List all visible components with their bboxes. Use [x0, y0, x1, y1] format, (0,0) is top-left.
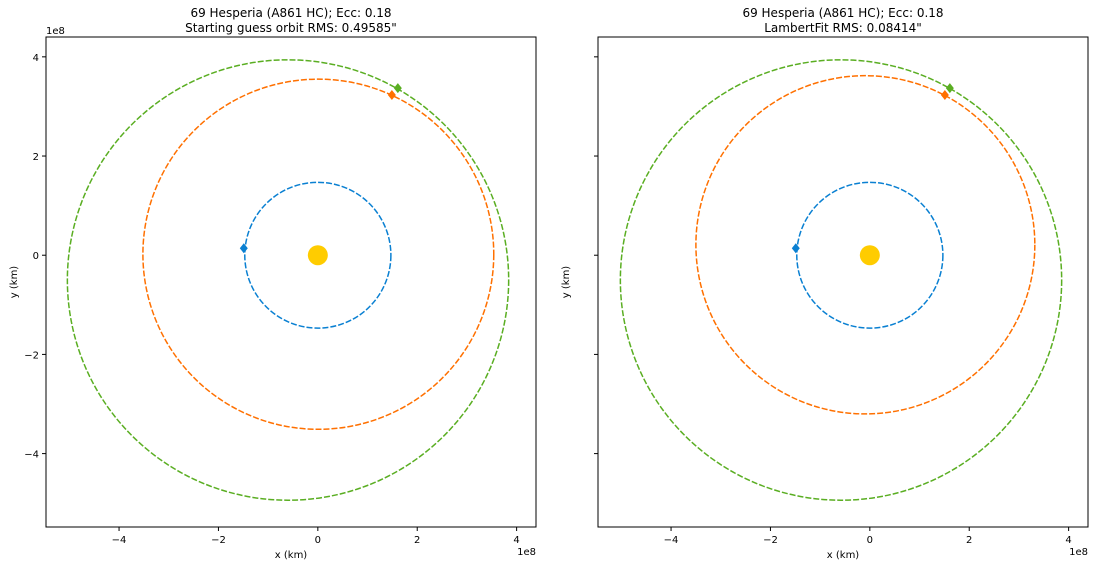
x-tick-label: 4 [513, 535, 519, 546]
x-tick-label: 4 [1065, 535, 1071, 546]
title-line-2: Starting guess orbit RMS: 0.49585" [185, 21, 397, 35]
plot-area [619, 59, 1063, 501]
subplot-2: 69 Hesperia (A861 HC); Ecc: 0.18LambertF… [561, 6, 1089, 561]
y-tick-label: −4 [24, 450, 39, 461]
orbit-earth [796, 181, 944, 329]
subplot-1: 69 Hesperia (A861 HC); Ecc: 0.18Starting… [9, 6, 537, 561]
orbit-object [66, 59, 510, 501]
y-axis-label: y (km) [561, 266, 572, 299]
sun-marker [859, 245, 880, 266]
y-offset-label: 1e8 [46, 26, 65, 37]
x-tick-label: 0 [315, 535, 321, 546]
x-axis-label: x (km) [275, 550, 308, 561]
orbit-earth [244, 181, 392, 329]
y-tick-label: 4 [33, 53, 39, 64]
axes-frame [45, 36, 537, 528]
plot-area [66, 59, 510, 501]
sun-marker [307, 245, 328, 266]
title-line-1: 69 Hesperia (A861 HC); Ecc: 0.18 [742, 6, 943, 20]
x-tick-label: −2 [211, 535, 226, 546]
title-line-1: 69 Hesperia (A861 HC); Ecc: 0.18 [190, 6, 391, 20]
x-tick-label: −2 [763, 535, 778, 546]
y-tick-label: 2 [33, 152, 39, 163]
x-tick-label: 0 [867, 535, 873, 546]
position-marker-earth [791, 243, 800, 254]
x-tick-label: 2 [966, 535, 972, 546]
axes-frame [597, 36, 1089, 528]
x-tick-label: 2 [414, 535, 420, 546]
position-marker-fit [940, 90, 949, 101]
y-tick-label: −2 [24, 350, 39, 361]
x-tick-label: −4 [664, 535, 679, 546]
y-tick-label: 0 [33, 251, 39, 262]
title-line-2: LambertFit RMS: 0.08414" [764, 21, 922, 35]
orbit-fit [695, 74, 1036, 415]
position-marker-fit [387, 90, 396, 101]
position-marker-object [945, 83, 954, 94]
position-marker-object [393, 83, 402, 94]
orbit-fit [142, 78, 495, 431]
x-offset-label: 1e8 [517, 547, 536, 558]
position-marker-earth [239, 243, 248, 254]
orbit-object [619, 59, 1063, 501]
x-offset-label: 1e8 [1069, 547, 1088, 558]
y-axis-label: y (km) [9, 266, 20, 299]
x-axis-label: x (km) [827, 550, 860, 561]
x-tick-label: −4 [112, 535, 127, 546]
